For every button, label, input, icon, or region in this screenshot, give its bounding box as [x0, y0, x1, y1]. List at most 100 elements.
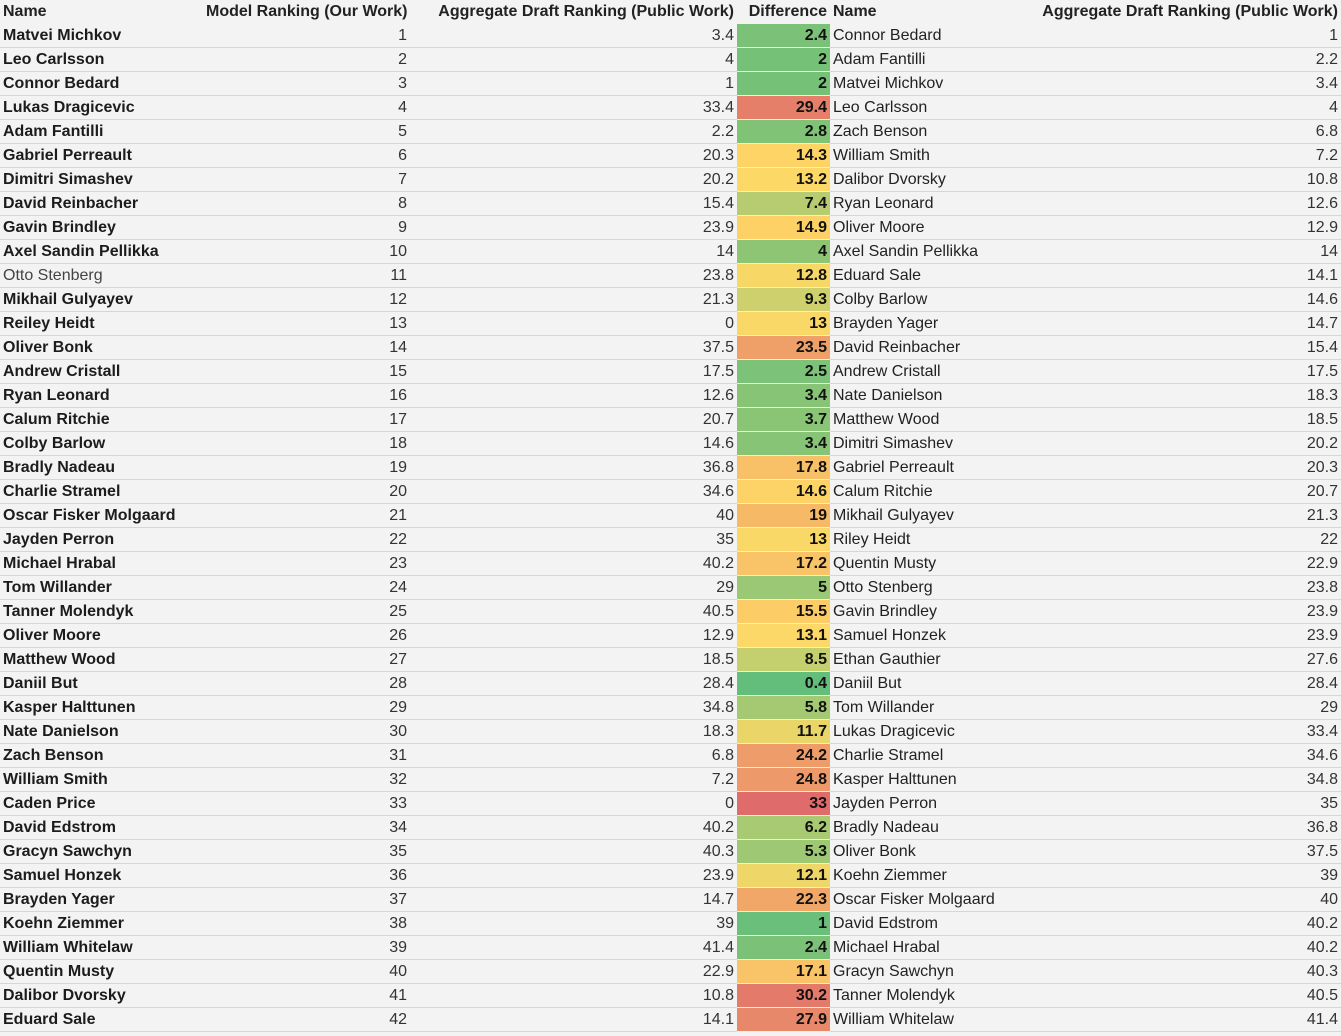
- player-name-cell[interactable]: Oliver Bonk: [0, 335, 203, 360]
- model-ranking-cell[interactable]: 4: [203, 95, 410, 120]
- player-name-cell[interactable]: Lukas Dragicevic: [0, 95, 203, 120]
- model-ranking-cell[interactable]: 16: [203, 383, 410, 408]
- difference-cell[interactable]: 12.8: [737, 263, 830, 288]
- sorted-player-name-cell[interactable]: Gabriel Perreault: [830, 455, 1026, 480]
- sorted-player-name-cell[interactable]: David Edstrom: [830, 911, 1026, 936]
- player-name-cell[interactable]: Gracyn Sawchyn: [0, 839, 203, 864]
- model-ranking-cell[interactable]: 37: [203, 887, 410, 912]
- model-ranking-cell[interactable]: 34: [203, 815, 410, 840]
- model-ranking-cell[interactable]: 12: [203, 287, 410, 312]
- sorted-player-name-cell[interactable]: Adam Fantilli: [830, 47, 1026, 72]
- sorted-player-name-cell[interactable]: Koehn Ziemmer: [830, 863, 1026, 888]
- difference-cell[interactable]: 4: [737, 239, 830, 264]
- difference-cell[interactable]: 14.3: [737, 143, 830, 168]
- sorted-aggregate-ranking-cell[interactable]: 18.5: [1026, 407, 1341, 432]
- difference-cell[interactable]: 12.1: [737, 863, 830, 888]
- sorted-player-name-cell[interactable]: Gracyn Sawchyn: [830, 959, 1026, 984]
- player-name-cell[interactable]: Adam Fantilli: [0, 119, 203, 144]
- model-ranking-cell[interactable]: 23: [203, 551, 410, 576]
- difference-cell[interactable]: 2.4: [737, 935, 830, 960]
- player-name-cell[interactable]: Samuel Honzek: [0, 863, 203, 888]
- difference-cell[interactable]: 22.3: [737, 887, 830, 912]
- aggregate-ranking-cell[interactable]: 2.2: [410, 119, 737, 144]
- sorted-player-name-cell[interactable]: William Whitelaw: [830, 1007, 1026, 1032]
- model-ranking-cell[interactable]: 41: [203, 983, 410, 1008]
- aggregate-ranking-cell[interactable]: 20.3: [410, 143, 737, 168]
- model-ranking-cell[interactable]: 28: [203, 671, 410, 696]
- difference-cell[interactable]: 3.4: [737, 383, 830, 408]
- sorted-aggregate-ranking-cell[interactable]: 23.9: [1026, 623, 1341, 648]
- model-ranking-cell[interactable]: 26: [203, 623, 410, 648]
- sorted-player-name-cell[interactable]: Dimitri Simashev: [830, 431, 1026, 456]
- sorted-aggregate-ranking-cell[interactable]: 20.2: [1026, 431, 1341, 456]
- difference-cell[interactable]: 9.3: [737, 287, 830, 312]
- difference-cell[interactable]: 27.9: [737, 1007, 830, 1032]
- difference-cell[interactable]: 17.2: [737, 551, 830, 576]
- aggregate-ranking-cell[interactable]: 35: [410, 527, 737, 552]
- sorted-aggregate-ranking-cell[interactable]: 6.8: [1026, 119, 1341, 144]
- aggregate-ranking-cell[interactable]: 29: [410, 575, 737, 600]
- aggregate-ranking-cell[interactable]: 17.5: [410, 359, 737, 384]
- sorted-aggregate-ranking-cell[interactable]: 12.9: [1026, 215, 1341, 240]
- sorted-player-name-cell[interactable]: Ryan Leonard: [830, 191, 1026, 216]
- sorted-aggregate-ranking-cell[interactable]: 14.7: [1026, 311, 1341, 336]
- sorted-player-name-cell[interactable]: Calum Ritchie: [830, 479, 1026, 504]
- player-name-cell[interactable]: Nate Danielson: [0, 719, 203, 744]
- sorted-aggregate-ranking-cell[interactable]: 3.4: [1026, 71, 1341, 96]
- model-ranking-cell[interactable]: 35: [203, 839, 410, 864]
- sorted-aggregate-ranking-cell[interactable]: 14.6: [1026, 287, 1341, 312]
- aggregate-ranking-cell[interactable]: 3.4: [410, 24, 737, 48]
- sorted-player-name-cell[interactable]: Matthew Wood: [830, 407, 1026, 432]
- difference-cell[interactable]: 5.3: [737, 839, 830, 864]
- aggregate-ranking-cell[interactable]: 36.8: [410, 455, 737, 480]
- sorted-aggregate-ranking-cell[interactable]: 40.3: [1026, 959, 1341, 984]
- header-model-ranking[interactable]: Model Ranking (Our Work): [203, 0, 410, 24]
- sorted-aggregate-ranking-cell[interactable]: 35: [1026, 791, 1341, 816]
- sorted-aggregate-ranking-cell[interactable]: 40: [1026, 887, 1341, 912]
- sorted-player-name-cell[interactable]: Mikhail Gulyayev: [830, 503, 1026, 528]
- model-ranking-cell[interactable]: 2: [203, 47, 410, 72]
- header-aggregate-ranking-sorted[interactable]: Aggregate Draft Ranking (Public Work): [1026, 0, 1341, 24]
- aggregate-ranking-cell[interactable]: 7.2: [410, 767, 737, 792]
- difference-cell[interactable]: 5: [737, 575, 830, 600]
- sorted-aggregate-ranking-cell[interactable]: 4: [1026, 95, 1341, 120]
- sorted-player-name-cell[interactable]: Leo Carlsson: [830, 95, 1026, 120]
- difference-cell[interactable]: 29.4: [737, 95, 830, 120]
- difference-cell[interactable]: 14.6: [737, 479, 830, 504]
- sorted-player-name-cell[interactable]: David Reinbacher: [830, 335, 1026, 360]
- sorted-aggregate-ranking-cell[interactable]: 40.2: [1026, 911, 1341, 936]
- player-name-cell[interactable]: Axel Sandin Pellikka: [0, 239, 203, 264]
- player-name-cell[interactable]: Matvei Michkov: [0, 24, 203, 48]
- player-name-cell[interactable]: Dalibor Dvorsky: [0, 983, 203, 1008]
- sorted-aggregate-ranking-cell[interactable]: 23.9: [1026, 599, 1341, 624]
- sorted-aggregate-ranking-cell[interactable]: 36.8: [1026, 815, 1341, 840]
- difference-cell[interactable]: 11.7: [737, 719, 830, 744]
- aggregate-ranking-cell[interactable]: 4: [410, 47, 737, 72]
- difference-cell[interactable]: 17.8: [737, 455, 830, 480]
- aggregate-ranking-cell[interactable]: 23.9: [410, 215, 737, 240]
- difference-cell[interactable]: 3.4: [737, 431, 830, 456]
- aggregate-ranking-cell[interactable]: 14.1: [410, 1007, 737, 1032]
- aggregate-ranking-cell[interactable]: 34.8: [410, 695, 737, 720]
- difference-cell[interactable]: 30.2: [737, 983, 830, 1008]
- model-ranking-cell[interactable]: 5: [203, 119, 410, 144]
- sorted-player-name-cell[interactable]: William Smith: [830, 143, 1026, 168]
- difference-cell[interactable]: 8.5: [737, 647, 830, 672]
- player-name-cell[interactable]: Oscar Fisker Molgaard: [0, 503, 203, 528]
- aggregate-ranking-cell[interactable]: 40.3: [410, 839, 737, 864]
- sorted-player-name-cell[interactable]: Michael Hrabal: [830, 935, 1026, 960]
- model-ranking-cell[interactable]: 1: [203, 24, 410, 48]
- model-ranking-cell[interactable]: 25: [203, 599, 410, 624]
- sorted-aggregate-ranking-cell[interactable]: 14: [1026, 239, 1341, 264]
- difference-cell[interactable]: 2: [737, 47, 830, 72]
- sorted-player-name-cell[interactable]: Axel Sandin Pellikka: [830, 239, 1026, 264]
- sorted-player-name-cell[interactable]: Tom Willander: [830, 695, 1026, 720]
- sorted-player-name-cell[interactable]: Dalibor Dvorsky: [830, 167, 1026, 192]
- sorted-aggregate-ranking-cell[interactable]: 20.7: [1026, 479, 1341, 504]
- player-name-cell[interactable]: Calum Ritchie: [0, 407, 203, 432]
- header-difference[interactable]: Difference: [737, 0, 830, 24]
- aggregate-ranking-cell[interactable]: 37.5: [410, 335, 737, 360]
- player-name-cell[interactable]: David Reinbacher: [0, 191, 203, 216]
- model-ranking-cell[interactable]: 21: [203, 503, 410, 528]
- aggregate-ranking-cell[interactable]: 0: [410, 311, 737, 336]
